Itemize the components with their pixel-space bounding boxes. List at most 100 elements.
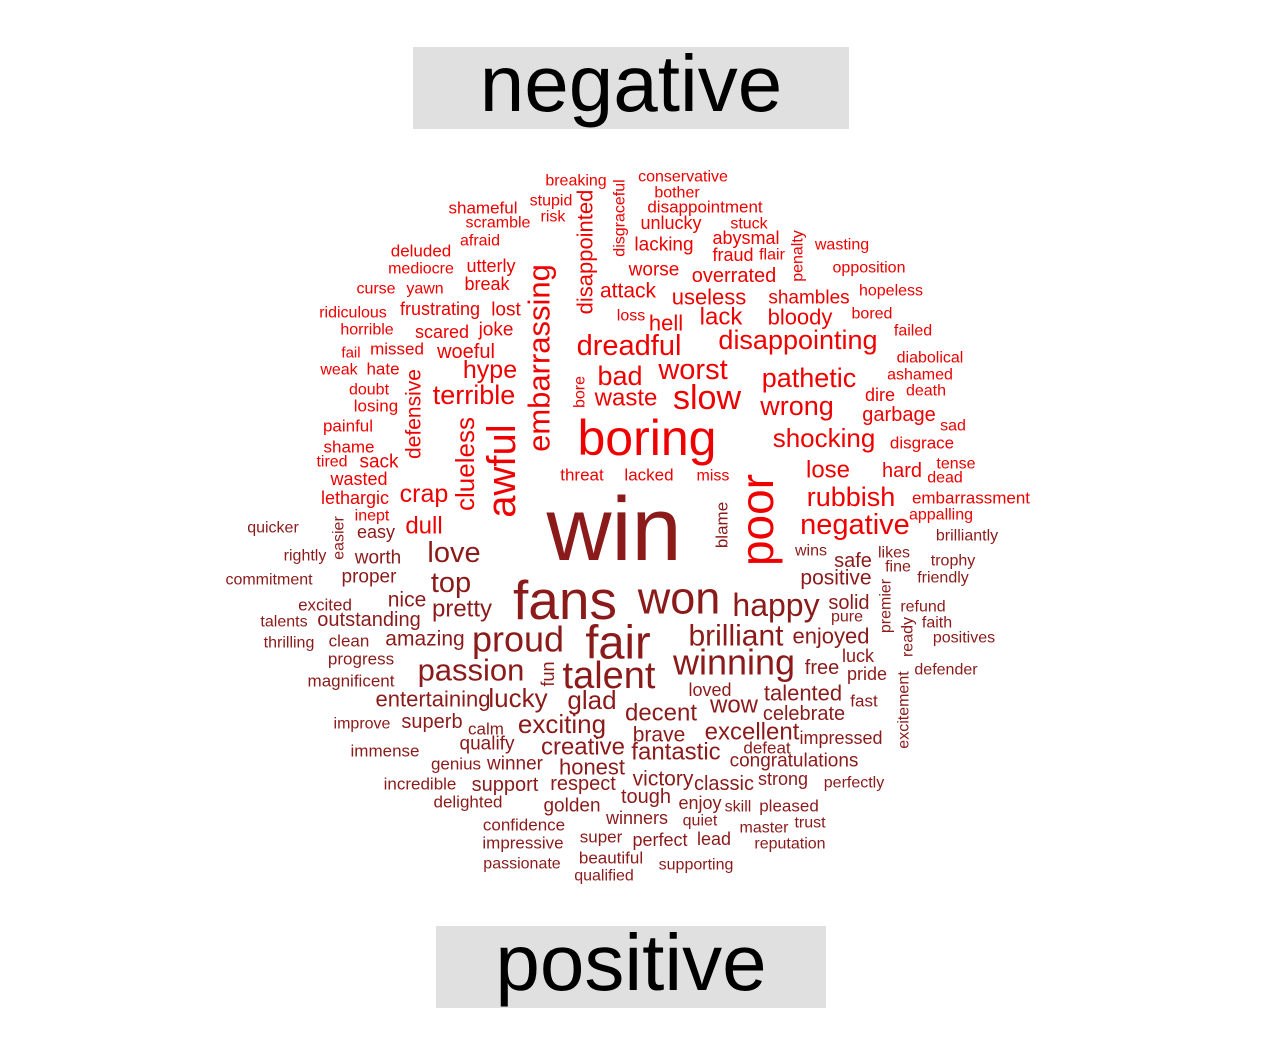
word-fun: fun xyxy=(538,661,558,686)
word-curse: curse xyxy=(356,281,395,298)
word-superb: superb xyxy=(401,711,462,733)
word-wow: wow xyxy=(709,692,759,719)
word-golden: golden xyxy=(543,796,600,817)
word-defender: defender xyxy=(914,662,978,679)
word-terrible: terrible xyxy=(433,380,516,410)
word-classic: classic xyxy=(694,773,754,795)
word-perfectly: perfectly xyxy=(824,775,884,792)
word-useless: useless xyxy=(672,285,747,310)
word-frustrating: frustrating xyxy=(400,299,480,319)
word-shambles: shambles xyxy=(768,288,849,309)
word-hype: hype xyxy=(463,356,517,384)
word-disappointed: disappointed xyxy=(573,190,598,315)
word-lose: lose xyxy=(806,457,850,484)
word-enjoyed: enjoyed xyxy=(792,624,869,649)
word-disgrace: disgrace xyxy=(890,434,954,453)
word-breaking: breaking xyxy=(545,173,606,190)
word-inept: inept xyxy=(355,508,390,525)
word-blame: blame xyxy=(713,502,732,548)
word-break: break xyxy=(464,274,510,294)
word-bother: bother xyxy=(654,185,700,202)
word-failed: failed xyxy=(894,323,932,340)
word-ridiculous: ridiculous xyxy=(319,305,387,322)
word-pure: pure xyxy=(831,609,863,626)
word-supporting: supporting xyxy=(659,857,734,874)
word-brilliant: brilliant xyxy=(688,620,784,653)
word-flair: flair xyxy=(759,247,785,264)
word-lacked: lacked xyxy=(624,466,673,485)
word-excellent: excellent xyxy=(705,719,800,746)
word-garbage: garbage xyxy=(862,404,935,426)
word-dire: dire xyxy=(865,385,895,405)
word-shocking: shocking xyxy=(773,423,876,453)
word-positives: positives xyxy=(933,630,995,647)
word-stupid: stupid xyxy=(530,193,573,210)
word-impressed: impressed xyxy=(799,728,882,748)
word-congratulations: congratulations xyxy=(730,751,859,772)
word-entertaining: entertaining xyxy=(376,687,491,712)
word-shameful: shameful xyxy=(449,199,518,218)
word-refund: refund xyxy=(900,599,945,616)
word-loved: loved xyxy=(688,680,731,700)
word-celebrate: celebrate xyxy=(763,703,845,725)
word-glad: glad xyxy=(567,685,616,715)
word-immense: immense xyxy=(351,742,420,761)
word-woeful: woeful xyxy=(436,341,495,363)
word-amazing: amazing xyxy=(385,628,464,651)
word-hard: hard xyxy=(882,460,922,482)
word-talented: talented xyxy=(764,681,842,706)
word-penalty: penalty xyxy=(790,230,807,282)
word-dull: dull xyxy=(405,513,442,540)
word-super: super xyxy=(580,828,623,847)
word-qualify: qualify xyxy=(460,734,515,755)
word-support: support xyxy=(472,774,539,796)
word-dead: dead xyxy=(927,470,963,487)
word-slow: slow xyxy=(673,379,741,417)
word-lethargic: lethargic xyxy=(321,488,389,508)
word-sack: sack xyxy=(359,452,399,473)
word-bad: bad xyxy=(597,361,642,391)
word-genius: genius xyxy=(431,755,481,774)
word-utterly: utterly xyxy=(466,256,515,276)
word-wrong: wrong xyxy=(759,391,834,421)
word-lost: lost xyxy=(491,300,521,321)
word-decent: decent xyxy=(625,700,697,727)
word-ready: ready xyxy=(900,617,917,657)
word-fail: fail xyxy=(341,345,360,362)
word-miss: miss xyxy=(697,468,730,485)
word-respect: respect xyxy=(550,773,616,795)
word-winner: winner xyxy=(486,754,544,775)
word-top: top xyxy=(431,567,471,599)
word-negative: negative xyxy=(800,509,910,541)
word-exciting: exciting xyxy=(518,709,606,739)
word-sad: sad xyxy=(940,418,966,435)
word-disgraceful: disgraceful xyxy=(612,179,629,256)
word-talents: talents xyxy=(260,614,307,631)
word-disappointment: disappointment xyxy=(647,198,763,217)
word-painful: painful xyxy=(323,417,373,436)
word-winners: winners xyxy=(605,808,668,828)
word-rightly: rightly xyxy=(284,548,327,565)
word-bloody: bloody xyxy=(768,305,833,330)
word-pretty: pretty xyxy=(432,596,492,623)
word-pleased: pleased xyxy=(759,797,819,816)
word-passion: passion xyxy=(418,653,525,688)
word-likes: likes xyxy=(878,545,910,562)
word-stuck: stuck xyxy=(730,216,768,233)
word-skill: skill xyxy=(725,799,752,816)
word-excitement: excitement xyxy=(896,671,913,749)
word-lack: lack xyxy=(700,304,744,331)
word-easier: easier xyxy=(331,516,348,560)
word-excited: excited xyxy=(298,596,352,615)
word-positive: positive xyxy=(800,567,871,590)
word-defeat: defeat xyxy=(743,739,791,758)
word-lead: lead xyxy=(697,829,731,849)
word-pathetic: pathetic xyxy=(762,363,857,393)
word-brave: brave xyxy=(633,724,686,747)
word-fraud: fraud xyxy=(712,245,753,265)
word-fantastic: fantastic xyxy=(631,739,720,766)
word-hopeless: hopeless xyxy=(859,283,923,300)
word-happy: happy xyxy=(732,587,819,623)
word-confidence: confidence xyxy=(483,816,565,835)
word-magnificent: magnificent xyxy=(308,672,395,691)
